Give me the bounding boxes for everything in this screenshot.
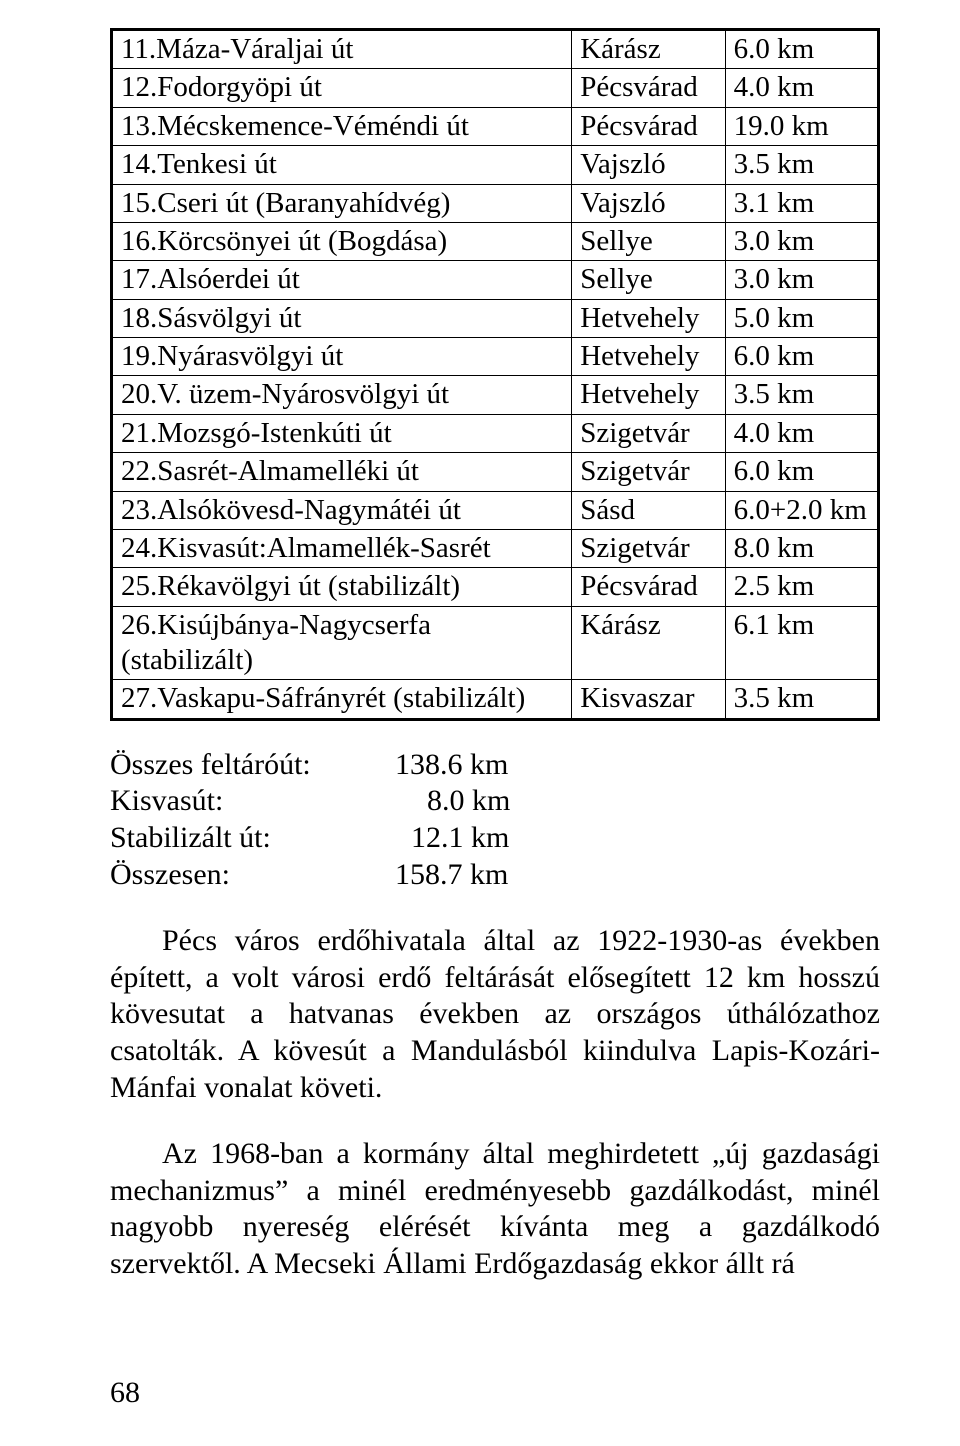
cell-place: Kárász bbox=[572, 606, 725, 680]
cell-name: 17.Alsóerdei út bbox=[112, 261, 572, 299]
cell-place: Vajszló bbox=[572, 146, 725, 184]
cell-name: 21.Mozsgó-Istenkúti út bbox=[112, 414, 572, 452]
table-row: 22.Sasrét-Almamelléki út Szigetvár 6.0 k… bbox=[112, 453, 879, 491]
table-row: 19.Nyárasvölgyi út Hetvehely 6.0 km bbox=[112, 338, 879, 376]
table-row: 26.Kisújbánya-Nagycserfa (stabilizált) K… bbox=[112, 606, 879, 680]
paragraph-text: Az 1968-ban a kormány által meghirdetett… bbox=[110, 1137, 880, 1280]
cell-name: 23.Alsókövesd-Nagymátéi út bbox=[112, 491, 572, 529]
cell-dist: 3.5 km bbox=[725, 680, 878, 719]
cell-name: 27.Vaskapu-Sáfrányrét (stabilizált) bbox=[112, 680, 572, 719]
cell-name: 12.Fodorgyöpi út bbox=[112, 69, 572, 107]
cell-dist: 6.0 km bbox=[725, 453, 878, 491]
cell-name: 20.V. üzem-Nyárosvölgyi út bbox=[112, 376, 572, 414]
summary-value: 138.6 km bbox=[395, 747, 508, 784]
cell-place: Szigetvár bbox=[572, 453, 725, 491]
cell-place: Kárász bbox=[572, 30, 725, 69]
table-row: 25.Rékavölgyi út (stabilizált) Pécsvárad… bbox=[112, 568, 879, 606]
table-row: 11.Máza-Váraljai út Kárász 6.0 km bbox=[112, 30, 879, 69]
summary-label: Összes feltáróút: bbox=[110, 747, 395, 784]
cell-place: Kisvaszar bbox=[572, 680, 725, 719]
cell-dist: 8.0 km bbox=[725, 529, 878, 567]
cell-name: 25.Rékavölgyi út (stabilizált) bbox=[112, 568, 572, 606]
paragraph-text: Pécs város erdőhivatala által az 1922-19… bbox=[110, 924, 880, 1103]
cell-dist: 4.0 km bbox=[725, 69, 878, 107]
cell-dist: 6.0 km bbox=[725, 30, 878, 69]
cell-name: 13.Mécskemence-Véméndi út bbox=[112, 107, 572, 145]
summary-value: 12.1 km bbox=[395, 820, 509, 857]
table-row: 15.Cseri út (Baranyahídvég) Vajszló 3.1 … bbox=[112, 184, 879, 222]
cell-place: Pécsvárad bbox=[572, 69, 725, 107]
summary-row: Stabilizált út: 12.1 km bbox=[110, 820, 880, 857]
table-row: 21.Mozsgó-Istenkúti út Szigetvár 4.0 km bbox=[112, 414, 879, 452]
cell-place: Pécsvárad bbox=[572, 107, 725, 145]
cell-dist: 6.0+2.0 km bbox=[725, 491, 878, 529]
cell-dist: 2.5 km bbox=[725, 568, 878, 606]
table-row: 20.V. üzem-Nyárosvölgyi út Hetvehely 3.5… bbox=[112, 376, 879, 414]
summary-label: Stabilizált út: bbox=[110, 820, 395, 857]
body-paragraph-2: Az 1968-ban a kormány által meghirdetett… bbox=[110, 1136, 880, 1282]
cell-dist: 6.1 km bbox=[725, 606, 878, 680]
cell-place: Sellye bbox=[572, 261, 725, 299]
table-row: 14.Tenkesi út Vajszló 3.5 km bbox=[112, 146, 879, 184]
table-row: 27.Vaskapu-Sáfrányrét (stabilizált) Kisv… bbox=[112, 680, 879, 719]
table-row: 24.Kisvasút:Almamellék-Sasrét Szigetvár … bbox=[112, 529, 879, 567]
cell-place: Szigetvár bbox=[572, 529, 725, 567]
cell-place: Hetvehely bbox=[572, 376, 725, 414]
cell-dist: 5.0 km bbox=[725, 299, 878, 337]
cell-name: 24.Kisvasút:Almamellék-Sasrét bbox=[112, 529, 572, 567]
cell-name: 16.Körcsönyei út (Bogdása) bbox=[112, 222, 572, 260]
page: 11.Máza-Váraljai út Kárász 6.0 km 12.Fod… bbox=[0, 0, 960, 1446]
page-number: 68 bbox=[110, 1375, 140, 1412]
table-row: 18.Sásvölgyi út Hetvehely 5.0 km bbox=[112, 299, 879, 337]
summary-row: Összesen: 158.7 km bbox=[110, 857, 880, 894]
cell-dist: 3.5 km bbox=[725, 376, 878, 414]
table-row: 17.Alsóerdei út Sellye 3.0 km bbox=[112, 261, 879, 299]
cell-name: 11.Máza-Váraljai út bbox=[112, 30, 572, 69]
summary-block: Összes feltáróút: 138.6 km Kisvasút: 8.0… bbox=[110, 747, 880, 893]
cell-name: 14.Tenkesi út bbox=[112, 146, 572, 184]
cell-place: Hetvehely bbox=[572, 299, 725, 337]
table-row: 23.Alsókövesd-Nagymátéi út Sásd 6.0+2.0 … bbox=[112, 491, 879, 529]
summary-label: Összesen: bbox=[110, 857, 395, 894]
cell-name: 26.Kisújbánya-Nagycserfa (stabilizált) bbox=[112, 606, 572, 680]
cell-dist: 3.0 km bbox=[725, 261, 878, 299]
cell-dist: 19.0 km bbox=[725, 107, 878, 145]
cell-place: Sásd bbox=[572, 491, 725, 529]
summary-row: Összes feltáróút: 138.6 km bbox=[110, 747, 880, 784]
cell-place: Hetvehely bbox=[572, 338, 725, 376]
cell-dist: 3.1 km bbox=[725, 184, 878, 222]
table-row: 13.Mécskemence-Véméndi út Pécsvárad 19.0… bbox=[112, 107, 879, 145]
summary-value: 8.0 km bbox=[395, 783, 510, 820]
cell-name: 15.Cseri út (Baranyahídvég) bbox=[112, 184, 572, 222]
cell-place: Sellye bbox=[572, 222, 725, 260]
cell-name: 18.Sásvölgyi út bbox=[112, 299, 572, 337]
cell-name: 22.Sasrét-Almamelléki út bbox=[112, 453, 572, 491]
cell-place: Vajszló bbox=[572, 184, 725, 222]
cell-dist: 4.0 km bbox=[725, 414, 878, 452]
cell-place: Pécsvárad bbox=[572, 568, 725, 606]
cell-dist: 3.0 km bbox=[725, 222, 878, 260]
cell-dist: 3.5 km bbox=[725, 146, 878, 184]
summary-label: Kisvasút: bbox=[110, 783, 395, 820]
table-row: 16.Körcsönyei út (Bogdása) Sellye 3.0 km bbox=[112, 222, 879, 260]
cell-name: 19.Nyárasvölgyi út bbox=[112, 338, 572, 376]
table-row: 12.Fodorgyöpi út Pécsvárad 4.0 km bbox=[112, 69, 879, 107]
cell-place: Szigetvár bbox=[572, 414, 725, 452]
road-table: 11.Máza-Váraljai út Kárász 6.0 km 12.Fod… bbox=[110, 28, 880, 721]
summary-value: 158.7 km bbox=[395, 857, 508, 894]
body-paragraph-1: Pécs város erdőhivatala által az 1922-19… bbox=[110, 923, 880, 1106]
cell-dist: 6.0 km bbox=[725, 338, 878, 376]
summary-row: Kisvasút: 8.0 km bbox=[110, 783, 880, 820]
